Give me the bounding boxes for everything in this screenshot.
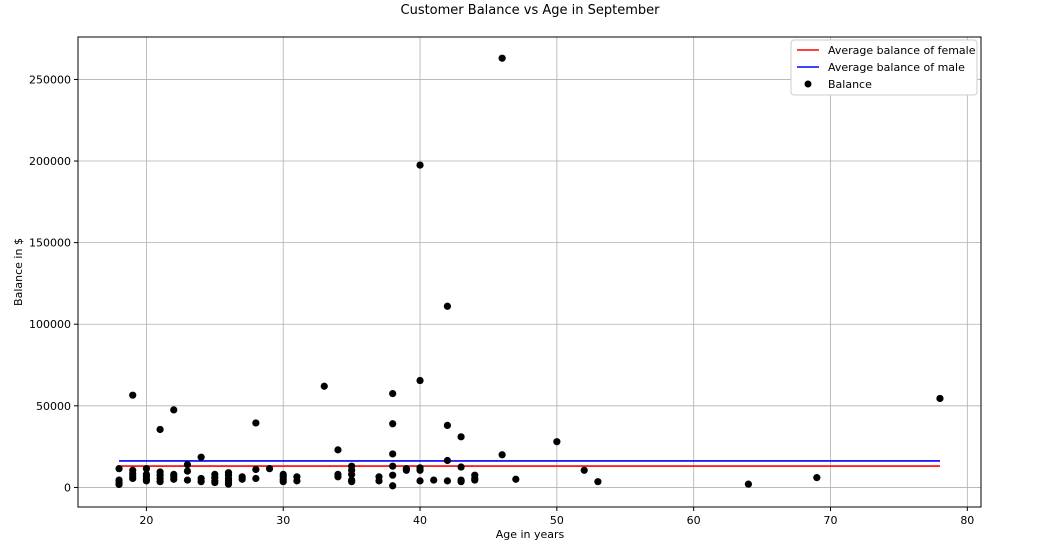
balance-point	[211, 478, 219, 487]
x-tick-label: 30	[276, 514, 290, 527]
balance-point	[457, 478, 465, 486]
balance-point	[129, 391, 137, 399]
y-axis-label: Balance in $	[12, 238, 25, 306]
grid-lines	[78, 37, 981, 507]
y-tick-label: 50000	[36, 400, 71, 413]
balance-point	[252, 465, 260, 474]
data-points	[115, 54, 944, 490]
balance-point	[389, 471, 397, 479]
balance-point	[416, 376, 424, 385]
chart-title: Customer Balance vs Age in September	[401, 3, 661, 18]
balance-point	[334, 446, 342, 454]
legend-label-balance: Balance	[828, 78, 872, 91]
balance-point	[183, 467, 192, 475]
balance-point	[293, 477, 301, 485]
balance-point	[197, 478, 205, 486]
balance-point	[594, 478, 602, 486]
balance-point	[224, 480, 233, 488]
balance-point	[252, 419, 260, 427]
balance-point	[265, 465, 274, 473]
plot-frame	[77, 36, 982, 508]
balance-point	[156, 478, 164, 486]
legend-label-male: Average balance of male	[828, 61, 965, 74]
balance-point	[443, 477, 452, 485]
balance-point	[416, 477, 424, 485]
balance-point	[115, 465, 123, 473]
balance-point	[471, 476, 479, 484]
balance-point	[183, 460, 192, 469]
balance-point	[430, 476, 438, 484]
x-tick-label: 60	[687, 514, 701, 527]
balance-point	[348, 470, 356, 478]
balance-point	[443, 456, 452, 465]
legend-box	[790, 39, 978, 96]
y-tick-label: 150000	[29, 237, 71, 250]
balance-point	[498, 54, 506, 62]
y-tick-label: 200000	[29, 155, 71, 168]
balance-point	[389, 450, 397, 458]
balance-point	[936, 394, 944, 403]
balance-point	[320, 382, 328, 390]
balance-point	[744, 480, 753, 488]
balance-point	[129, 474, 137, 483]
legend: Average balance of female Average balanc…	[790, 39, 978, 96]
x-tick-label: 70	[824, 514, 838, 527]
balance-point	[170, 406, 178, 414]
balance-point	[457, 463, 465, 471]
balance-point	[443, 302, 452, 310]
balance-point	[389, 389, 397, 398]
balance-point	[402, 466, 410, 474]
balance-point	[580, 466, 588, 474]
balance-point	[197, 453, 205, 461]
x-tick-label: 80	[960, 514, 974, 527]
balance-point	[279, 478, 287, 486]
balance-point	[416, 466, 424, 474]
balance-point	[142, 477, 151, 485]
x-tick-label: 40	[413, 514, 427, 527]
y-tick-label: 250000	[29, 73, 71, 86]
balance-point	[334, 473, 342, 481]
balance-point	[252, 474, 260, 483]
x-tick-label: 20	[139, 514, 153, 527]
balance-point	[389, 420, 397, 428]
balance-point	[389, 482, 397, 490]
balance-point	[512, 475, 520, 483]
balance-point	[443, 421, 452, 430]
balance-point	[238, 475, 246, 483]
balance-point	[348, 478, 356, 486]
balance-point	[375, 477, 383, 485]
x-axis-label: Age in years	[496, 528, 565, 541]
balance-point	[389, 462, 397, 470]
balance-point	[416, 161, 424, 169]
axis-ticks: 20 30 40 50 60 70 80 0 50000 100000 150000 200000 25…	[29, 73, 974, 527]
balance-point	[170, 475, 178, 483]
balance-point	[498, 451, 506, 459]
balance-point	[142, 465, 151, 473]
x-tick-label: 50	[550, 514, 564, 527]
balance-point	[183, 476, 192, 484]
legend-label-female: Average balance of female	[828, 44, 976, 57]
balance-point	[457, 433, 465, 441]
legend-swatch-balance	[804, 80, 812, 88]
y-tick-label: 0	[64, 481, 71, 494]
balance-point	[553, 438, 561, 446]
average-lines	[119, 460, 940, 467]
balance-point	[156, 425, 164, 434]
y-tick-label: 100000	[29, 318, 71, 331]
balance-point	[115, 480, 123, 489]
balance-point	[813, 474, 821, 482]
